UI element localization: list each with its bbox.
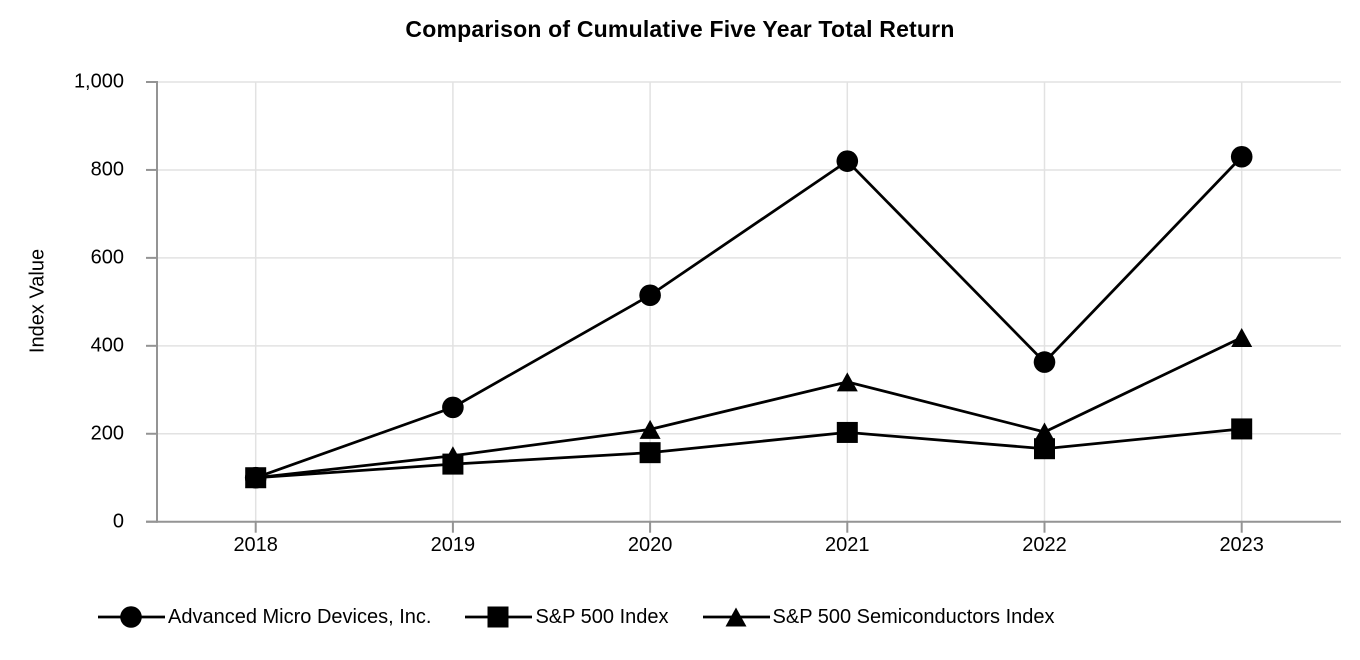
legend-marker-circle-icon [120, 606, 142, 628]
data-point-circle [1230, 145, 1253, 168]
x-tick-label: 2020 [627, 534, 673, 556]
legend-marker-square-icon [487, 606, 509, 628]
legend-item: S&P 500 Semiconductors Index [702, 602, 1055, 632]
x-tick-label: 2021 [825, 534, 870, 556]
series-line [255, 427, 1242, 480]
y-tick-label: 1,000 [73, 70, 124, 93]
data-point-triangle [442, 446, 464, 466]
data-point-triangle [1231, 327, 1253, 347]
legend-item: Advanced Micro Devices, Inc. [98, 602, 431, 632]
legend-marker-triangle-icon [725, 607, 747, 627]
x-tick-label: 2018 [233, 534, 278, 556]
y-tick-label: 400 [90, 334, 124, 357]
data-point-square [1034, 438, 1055, 460]
legend-label: S&P 500 Index [535, 606, 669, 628]
data-point-triangle [245, 468, 267, 488]
legend-sample-circle-icon [98, 606, 165, 628]
data-point-square [1231, 418, 1253, 440]
legend-label: Advanced Micro Devices, Inc. [168, 606, 432, 628]
data-point-triangle [836, 372, 858, 392]
x-tick-label: 2022 [1022, 534, 1067, 556]
data-point-square [639, 442, 661, 464]
data-point-circle [1033, 351, 1056, 373]
y-tick-label: 200 [90, 422, 124, 445]
y-tick-label: 600 [90, 246, 124, 269]
data-point-circle [442, 396, 464, 419]
x-tick-label: 2023 [1219, 534, 1264, 556]
data-point-circle [836, 150, 859, 172]
series-line [255, 336, 1243, 480]
x-tick-label: 2019 [430, 534, 476, 556]
legend-sample-square-icon [465, 606, 533, 628]
data-point-triangle [639, 419, 661, 439]
data-point-square [836, 421, 858, 443]
legend-item: S&P 500 Index [465, 602, 669, 632]
legend-sample-triangle-icon [702, 607, 770, 627]
data-point-circle [639, 284, 661, 307]
y-tick-label: 800 [90, 158, 124, 181]
data-point-triangle [1034, 422, 1055, 442]
chart-title: Comparison of Cumulative Five Year Total… [405, 16, 955, 42]
legend-label: S&P 500 Semiconductors Index [772, 606, 1055, 628]
legend: Advanced Micro Devices, Inc. S&P 500 Inde… [98, 602, 1055, 632]
series-line [255, 155, 1243, 480]
y-tick-label: 0 [112, 510, 124, 533]
